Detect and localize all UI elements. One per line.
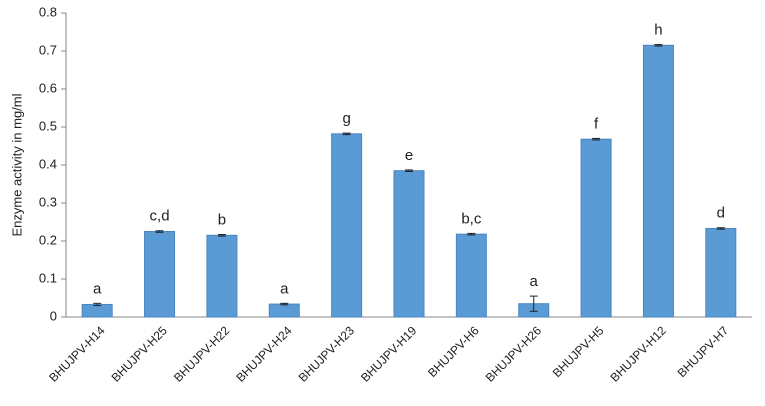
x-tick-label: BHUJPV-H22 [171,323,233,385]
y-tick-label: 0.8 [39,4,57,19]
significance-letter: f [594,115,599,132]
bar [393,170,425,318]
y-axis-title: Enzyme activity in mg/ml [9,93,24,236]
bar [331,133,363,318]
bar [580,138,612,318]
x-tick-label: BHUJPV-H25 [109,323,171,385]
bar [705,227,737,318]
y-tick-label: 0.1 [39,270,57,285]
error-bar [342,132,351,136]
error-bar [93,302,102,307]
y-tick-label: 0.3 [39,194,57,209]
significance-letter: c,d [150,208,170,225]
error-bar [592,137,601,141]
x-tick-label: BHUJPV-H26 [483,323,545,385]
x-tick-label: BHUJPV-H7 [675,323,732,380]
y-tick-label: 0.7 [39,42,57,57]
x-tick-label: BHUJPV-H14 [46,323,108,385]
y-tick-label: 0 [50,308,57,323]
bar [642,44,674,318]
error-bar [654,44,663,47]
significance-letter: b,c [461,210,482,227]
x-tick-label: BHUJPV-H6 [425,323,482,380]
y-tick-label: 0.2 [39,232,57,247]
error-bar [280,302,289,306]
x-tick-label: BHUJPV-H23 [296,323,358,385]
error-bar [467,232,476,236]
x-tick-label: BHUJPV-H12 [608,323,670,385]
x-tick-label: BHUJPV-H19 [358,323,420,385]
significance-letter: b [218,212,226,229]
y-tick-label: 0.4 [39,156,57,171]
x-tick-label: BHUJPV-H5 [550,323,607,380]
error-bar [529,295,538,312]
significance-letter: a [530,273,539,290]
x-tick-label: BHUJPV-H24 [233,323,295,385]
significance-letter: g [342,110,350,127]
error-bar [405,169,413,172]
significance-letter: a [280,280,289,297]
error-bar [716,227,725,230]
bar [268,303,300,318]
significance-letter: a [93,280,102,297]
bar [81,303,113,318]
error-bar [217,234,226,237]
bar [455,233,487,318]
bar [144,231,176,318]
y-tick-label: 0.6 [39,80,57,95]
significance-letter: d [717,205,725,222]
error-bar [155,230,164,233]
y-tick-label: 0.5 [39,118,57,133]
bar [206,234,238,318]
significance-letter: e [405,147,413,164]
significance-letter: h [654,22,662,39]
